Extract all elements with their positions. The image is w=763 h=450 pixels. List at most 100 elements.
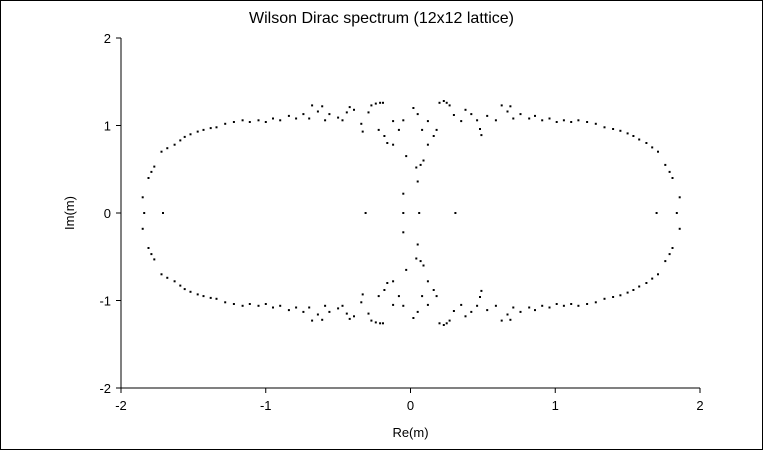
- data-point: [519, 310, 522, 313]
- data-point: [448, 319, 451, 322]
- data-point: [603, 126, 606, 129]
- data-point: [348, 317, 351, 320]
- data-point: [657, 150, 659, 153]
- data-point: [196, 293, 199, 296]
- data-point: [367, 312, 370, 315]
- data-point: [353, 108, 355, 111]
- data-point: [415, 257, 418, 260]
- data-point: [405, 155, 408, 158]
- data-point: [651, 146, 654, 149]
- data-point: [402, 192, 405, 195]
- y-tick-label: -2: [99, 381, 111, 396]
- data-point: [534, 309, 536, 312]
- data-point: [638, 138, 641, 141]
- data-point: [470, 113, 473, 116]
- data-point: [337, 307, 340, 310]
- data-point: [664, 163, 667, 166]
- data-point: [548, 306, 551, 309]
- x-tick-label: -2: [115, 398, 127, 413]
- data-point: [232, 303, 235, 305]
- data-point: [367, 111, 370, 114]
- data-point: [512, 306, 515, 309]
- data-point: [464, 108, 467, 111]
- data-point: [494, 119, 497, 122]
- data-point: [479, 296, 481, 298]
- data-point: [302, 310, 305, 313]
- data-point: [668, 170, 671, 173]
- data-point: [386, 282, 389, 284]
- y-tick-label: 2: [104, 31, 111, 46]
- data-point: [287, 309, 290, 312]
- data-point: [555, 121, 558, 123]
- y-axis-label: Im(m): [62, 196, 77, 230]
- data-point: [279, 304, 282, 307]
- data-point: [141, 227, 144, 230]
- data-point: [316, 313, 319, 316]
- data-point: [416, 113, 419, 116]
- data-point: [678, 196, 681, 199]
- data-point: [570, 303, 573, 305]
- data-point: [479, 128, 481, 130]
- data-point: [454, 212, 457, 214]
- data-point: [500, 104, 503, 107]
- data-point: [668, 253, 671, 256]
- data-point: [619, 294, 622, 297]
- data-point: [435, 295, 438, 298]
- data-point: [402, 212, 405, 214]
- data-point: [432, 289, 435, 291]
- data-point: [626, 132, 629, 135]
- data-point: [248, 303, 251, 305]
- data-point: [382, 101, 384, 104]
- data-point: [412, 317, 415, 319]
- data-point: [534, 114, 536, 117]
- data-point: [480, 134, 483, 137]
- data-point: [612, 296, 615, 298]
- data-point: [397, 295, 400, 298]
- data-point: [645, 282, 648, 284]
- data-point: [671, 177, 674, 179]
- data-point: [555, 303, 558, 305]
- data-point: [415, 166, 418, 169]
- data-point: [379, 101, 382, 104]
- data-point: [421, 295, 424, 298]
- data-point: [345, 111, 348, 114]
- data-point: [448, 104, 451, 107]
- data-point: [377, 295, 380, 298]
- data-point: [153, 165, 156, 168]
- data-point: [257, 304, 260, 307]
- data-point: [416, 243, 419, 246]
- data-point: [422, 264, 425, 267]
- data-point: [402, 119, 405, 122]
- data-point: [657, 273, 659, 276]
- data-point: [241, 304, 244, 307]
- data-point: [494, 304, 497, 307]
- data-point: [426, 120, 429, 123]
- data-point: [241, 119, 244, 122]
- data-point: [470, 310, 473, 313]
- data-point: [279, 119, 282, 122]
- data-point: [147, 177, 150, 179]
- data-point: [183, 135, 186, 138]
- data-point: [311, 319, 314, 322]
- data-point: [324, 304, 327, 307]
- data-point: [379, 322, 382, 325]
- data-point: [512, 117, 515, 120]
- data-point: [664, 260, 667, 263]
- data-point: [361, 293, 364, 296]
- data-point: [426, 143, 429, 146]
- data-point: [562, 119, 565, 122]
- data-point: [160, 150, 163, 153]
- data-point: [386, 142, 389, 144]
- data-point: [248, 121, 251, 123]
- data-point: [316, 110, 319, 113]
- data-point: [382, 322, 384, 325]
- data-point: [480, 289, 483, 292]
- data-point: [377, 128, 380, 131]
- data-point: [500, 319, 503, 322]
- data-point: [445, 322, 448, 325]
- data-point: [173, 143, 176, 146]
- data-point: [209, 296, 212, 299]
- data-point: [257, 119, 260, 122]
- data-point: [632, 289, 635, 291]
- data-point: [162, 212, 164, 214]
